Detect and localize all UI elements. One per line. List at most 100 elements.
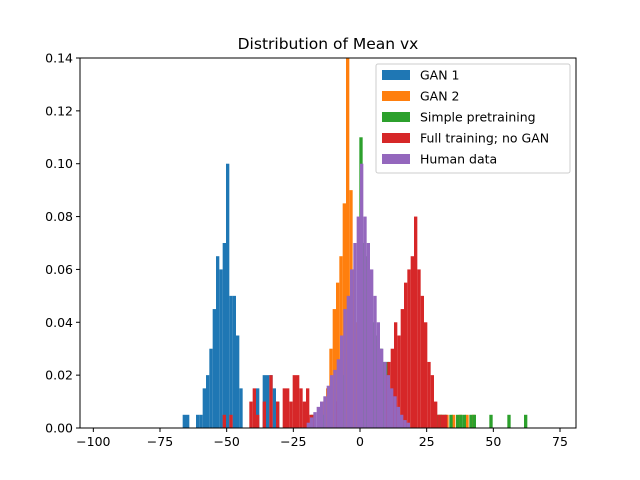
bar-series-2-bin-22 (462, 414, 466, 428)
bar-series-2-bin-25 (489, 414, 493, 428)
bar-series-4-bin-1 (310, 417, 314, 428)
bar-series-0-bin-12 (229, 295, 233, 428)
bar-series-1-bin-20 (465, 414, 469, 428)
bar-series-3-bin-8 (282, 388, 286, 428)
bar-series-4-bin-5 (323, 396, 327, 428)
bar-series-1-bin-8 (346, 58, 350, 428)
bar-series-3-bin-35 (430, 375, 434, 428)
bar-series-2-bin-19 (449, 414, 453, 428)
bar-series-4-bin-8 (333, 369, 337, 428)
bar-series-4-bin-6 (326, 385, 330, 428)
bar-series-0-bin-16 (256, 388, 260, 428)
legend-label-0: GAN 1 (420, 68, 460, 83)
y-tick-label: 0.02 (45, 368, 73, 383)
bar-series-3-bin-24 (394, 322, 398, 428)
bar-series-4-bin-9 (336, 359, 340, 428)
bar-series-3-bin-26 (400, 309, 404, 428)
bar-series-3-bin-7 (276, 401, 280, 428)
bar-series-0-bin-6 (209, 348, 213, 428)
bar-series-3-bin-23 (390, 348, 394, 428)
legend-label-4: Human data (420, 152, 497, 167)
y-tick-label: 0.06 (45, 262, 73, 277)
bar-series-3-bin-9 (286, 388, 290, 428)
bar-series-4-bin-19 (370, 269, 374, 428)
bar-series-0-bin-9 (219, 269, 223, 428)
bar-series-3-bin-38 (440, 414, 444, 428)
bar-series-0-bin-4 (202, 388, 206, 428)
x-axis-ticks: −100 −75 −50 −25 0 25 50 75 (76, 428, 568, 449)
x-tick-label: 50 (485, 434, 501, 449)
legend-box (375, 63, 571, 174)
bar-series-3-bin-31 (417, 269, 421, 428)
bar-series-4-bin-21 (376, 322, 380, 428)
x-tick-label: −100 (76, 434, 110, 449)
bar-series-4-bin-14 (353, 243, 357, 428)
bar-series-4-bin-11 (343, 309, 347, 428)
bar-series-4-bin-2 (313, 412, 317, 428)
bar-series-0-bin-14 (236, 335, 240, 428)
bar-series-2-bin-20 (456, 414, 460, 428)
bar-series-0-bin-0 (182, 414, 186, 428)
y-tick-label: 0.08 (45, 209, 73, 224)
bar-series-4-bin-20 (373, 295, 377, 428)
bar-series-0-bin-7 (212, 309, 216, 428)
bar-series-4-bin-23 (383, 361, 387, 428)
bar-series-2-bin-27 (524, 414, 528, 428)
bar-series-3-bin-25 (397, 335, 401, 428)
bar-series-4-bin-3 (316, 406, 320, 428)
legend-swatch-0 (382, 70, 410, 80)
plot-frame (79, 57, 577, 429)
y-axis-ticks: 0.00 0.02 0.04 0.06 0.08 0.10 0.12 0.14 (45, 51, 80, 436)
bar-series-3-bin-28 (407, 269, 411, 428)
bar-series-2-bin-23 (469, 414, 473, 428)
bar-series-0-bin-10 (222, 243, 226, 428)
bar-series-3-bin-1 (229, 414, 233, 428)
bar-series-3-bin-13 (299, 388, 303, 428)
x-tick-label: −25 (280, 434, 306, 449)
bar-series-4-bin-15 (356, 216, 360, 428)
bar-series-0-bin-11 (226, 163, 230, 428)
bar-series-4-bin-26 (393, 396, 397, 428)
bar-series-4-bin-13 (350, 269, 354, 428)
bar-series-3-bin-0 (222, 414, 226, 428)
bar-series-3-bin-33 (424, 322, 428, 428)
bars-layer (182, 58, 528, 429)
bar-series-1-bin-4 (332, 309, 336, 428)
bar-series-4-bin-29 (403, 420, 407, 428)
bar-series-4-bin-0 (306, 422, 310, 428)
y-tick-label: 0.10 (45, 156, 73, 171)
bar-series-4-bin-7 (330, 375, 334, 428)
bar-series-2-bin-24 (472, 414, 476, 428)
bar-series-0-bin-8 (216, 256, 220, 428)
y-tick-label: 0.12 (45, 103, 73, 118)
bar-series-0-bin-13 (232, 295, 236, 428)
bar-series-3-bin-5 (262, 401, 266, 428)
bar-series-0-bin-18 (266, 375, 270, 428)
bar-series-0-bin-3 (199, 414, 203, 428)
bar-series-3-bin-32 (420, 295, 424, 428)
bar-series-4-bin-25 (390, 388, 394, 428)
bar-series-0-bin-20 (272, 388, 276, 428)
bar-series-2-bin-26 (507, 414, 511, 428)
bar-series-2-bin-21 (459, 414, 463, 428)
bar-series-3-bin-14 (302, 401, 306, 428)
x-tick-label: −75 (147, 434, 173, 449)
bar-series-4-bin-10 (340, 335, 344, 428)
bar-series-4-bin-4 (320, 401, 324, 428)
bar-series-4-bin-22 (380, 348, 384, 428)
chart-title: Distribution of Mean vx (238, 35, 419, 53)
x-tick-label: 0 (356, 434, 364, 449)
bar-series-3-bin-34 (427, 361, 431, 428)
bar-series-4-bin-17 (363, 216, 367, 428)
bar-series-3-bin-6 (269, 375, 273, 428)
bar-series-0-bin-1 (186, 414, 190, 428)
bar-series-1-bin-18 (452, 414, 456, 428)
legend: GAN 1 GAN 2 Simple pretraining Full trainin… (375, 63, 571, 174)
bar-series-3-bin-3 (252, 388, 256, 428)
bar-series-3-bin-10 (289, 401, 293, 428)
legend-label-1: GAN 2 (420, 89, 460, 104)
y-tick-label: 0.04 (45, 315, 73, 330)
legend-label-3: Full training; no GAN (420, 131, 549, 146)
